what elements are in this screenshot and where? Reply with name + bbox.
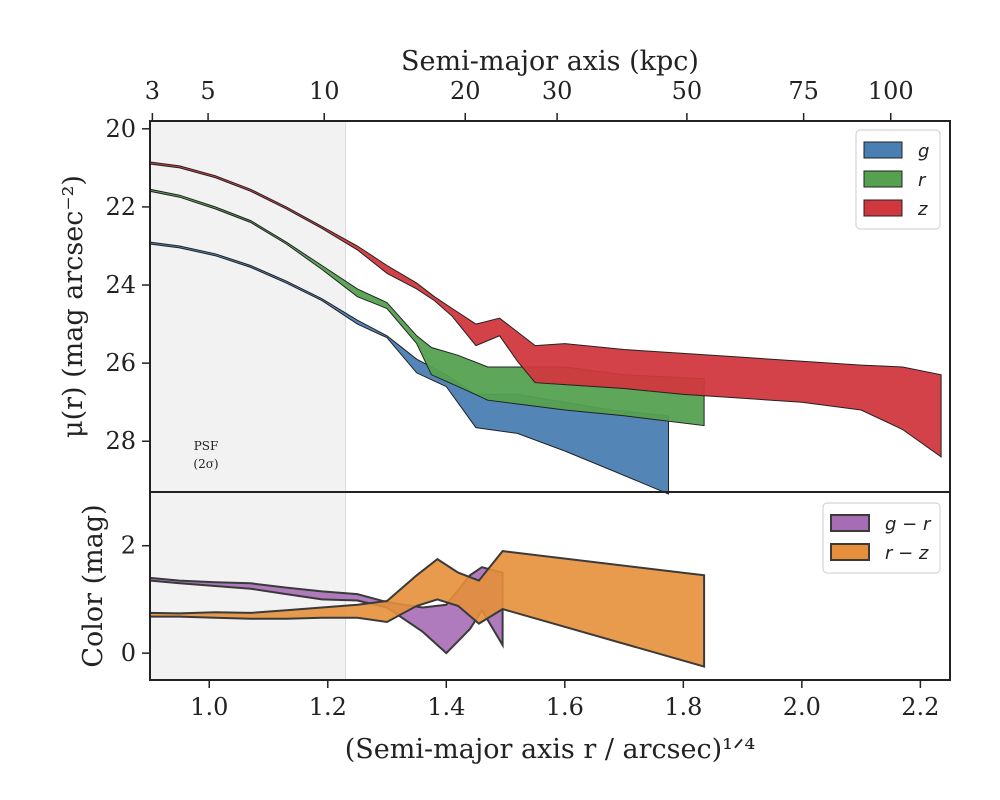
x-tick-label: 1.8 <box>664 693 702 721</box>
top-tick-label: 5 <box>200 77 215 105</box>
legend-swatch-rz <box>830 543 870 561</box>
sb-legend: grz <box>855 129 941 230</box>
top-tick-label: 3 <box>145 77 160 105</box>
y-tick-label-color: 2 <box>121 532 136 560</box>
top-tick-label: 30 <box>542 77 573 105</box>
series-band-rz <box>149 550 706 668</box>
color-ylabel: Color (mag) <box>78 504 109 667</box>
psf-label-line2: (2σ) <box>193 457 218 471</box>
sb-series-group <box>149 161 942 495</box>
x-tick-label: 2.2 <box>901 693 939 721</box>
legend-label-gr: g − r <box>885 514 932 535</box>
x-tick-label: 2.0 <box>783 693 821 721</box>
x-tick-label: 1.2 <box>309 693 347 721</box>
top-tick-label: 75 <box>788 77 819 105</box>
legend-swatch-r <box>863 170 903 188</box>
legend-label-g: g <box>918 141 929 162</box>
color-series-group <box>149 550 706 668</box>
top-axis-label: Semi-major axis (kpc) <box>401 46 699 77</box>
series-band-gr <box>149 566 504 655</box>
legend-label-r: r <box>918 170 927 191</box>
top-tick-label: 20 <box>450 77 481 105</box>
x-tick-label: 1.4 <box>427 693 465 721</box>
series-band-z <box>149 161 942 458</box>
bottom-axis-label: (Semi-major axis r / arcsec)¹ᐟ⁴ <box>345 734 755 765</box>
legend-swatch-z <box>863 199 903 217</box>
y-tick-label-sb: 26 <box>105 349 136 377</box>
sb-ylabel: μ(r) (mag arcsec⁻²) <box>58 175 89 438</box>
top-tick-label: 10 <box>309 77 340 105</box>
legend-swatch-g <box>863 141 903 159</box>
color-axes-frame <box>149 491 951 681</box>
legend-label-z: z <box>917 199 928 220</box>
series-band-g <box>149 241 669 495</box>
top-tick-label: 50 <box>672 77 703 105</box>
y-tick-label-sb: 24 <box>105 271 136 299</box>
tick-group: 1.0 1.2 1.4 1.6 1.8 2.0 2.23 5 10 20 30 50 75 1002022… <box>105 77 939 721</box>
x-tick-label: 1.6 <box>546 693 584 721</box>
y-tick-label-sb: 22 <box>105 193 136 221</box>
psf-label-line1: PSF <box>194 439 219 453</box>
series-band-r <box>149 188 705 427</box>
axes-frames <box>149 120 951 681</box>
legend-label-rz: r − z <box>885 543 929 564</box>
y-tick-label-sb: 28 <box>105 427 136 455</box>
top-tick-label: 100 <box>868 77 914 105</box>
y-tick-label-color: 0 <box>121 639 136 667</box>
psf-region-top <box>150 121 346 492</box>
legend-swatch-gr <box>830 514 870 532</box>
y-tick-label-sb: 20 <box>105 115 136 143</box>
color-legend: g − r r − z <box>822 502 941 574</box>
x-tick-label: 1.0 <box>190 693 228 721</box>
